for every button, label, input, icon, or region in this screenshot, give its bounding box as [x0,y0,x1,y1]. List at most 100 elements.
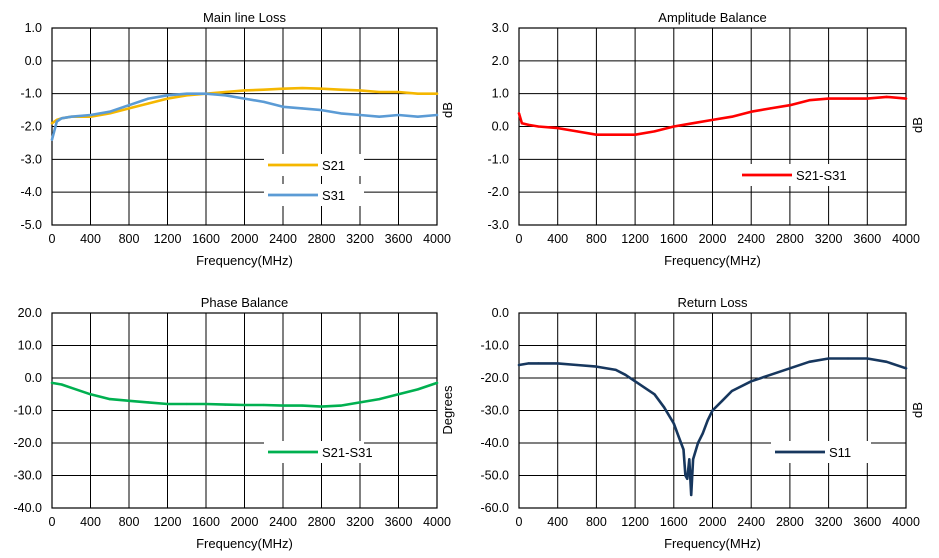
data-point [520,122,524,125]
data-point [397,113,400,117]
x-tick-label: 2800 [776,515,804,529]
data-point [224,90,227,94]
data-point [89,113,92,117]
data-point [204,92,208,95]
right-axis-label: Degrees [440,385,455,435]
data-point [147,97,150,100]
y-tick-label: 1.0 [25,21,42,35]
x-tick-label: 2800 [308,515,336,529]
data-point [517,363,521,367]
series-line-S21-S31 [50,381,439,408]
chart-2: Amplitude Balance 0 400 800 1200 1600 2000 2400… [487,10,925,268]
y-tick-label: 20.0 [18,306,42,320]
data-point [846,97,850,100]
data-point [827,357,830,360]
x-tick-label: 2000 [699,232,727,246]
data-point [672,422,675,425]
data-point [358,89,362,92]
x-tick-label: 800 [586,232,607,246]
data-point [281,404,285,407]
data-point [166,97,169,100]
y-tick-label: -40.0 [481,436,510,450]
x-tick-label: 800 [119,515,140,529]
data-point [108,398,111,401]
data-point [127,399,131,402]
data-point [358,113,362,117]
plot-border [51,27,438,226]
x-tick-label: 400 [80,232,101,246]
data-point [904,367,908,370]
data-point [706,419,709,422]
data-point [866,357,869,360]
data-point [281,105,285,108]
data-point [885,95,888,98]
y-tick-label: 2.0 [492,54,509,68]
x-tick-label: 2400 [269,515,297,529]
y-tick-label: -3.0 [20,152,42,166]
chart-title: Return Loss [677,295,748,310]
x-tick-label: 400 [547,515,568,529]
data-point [262,403,265,407]
data-point [70,115,73,118]
data-point [435,381,439,384]
data-point [70,386,73,389]
data-point [692,122,695,125]
y-tick-label: 3.0 [492,21,509,35]
data-point [224,94,227,97]
data-point [575,363,579,367]
x-tick-label: 2000 [231,232,259,246]
data-point [721,399,724,402]
y-tick-label: -10.0 [14,404,43,418]
data-point [595,133,598,136]
data-point [108,110,111,113]
data-point [575,130,579,133]
x-tick-label: 1200 [621,232,649,246]
x-axis-label: Frequency(MHz) [664,536,761,551]
data-point [537,362,540,365]
data-point [537,125,540,128]
data-point [556,127,559,130]
x-tick-label: 3600 [853,232,881,246]
data-point [788,367,792,370]
x-tick-label: 3200 [346,232,374,246]
data-point [750,110,753,113]
data-point [701,432,704,435]
data-point [690,493,693,497]
data-point [808,99,811,102]
data-point [320,109,323,112]
data-point [397,90,400,94]
y-tick-label: 0.0 [25,54,42,68]
y-tick-label: -50.0 [481,469,510,483]
data-point [89,393,92,396]
data-point [527,362,530,365]
data-point [677,435,680,438]
x-tick-label: 3200 [346,515,374,529]
data-point [750,380,753,383]
chart-title: Main line Loss [203,10,287,25]
legend-label: S21-S31 [796,168,847,183]
data-point [730,115,734,118]
y-tick-label: -30.0 [14,469,43,483]
chart-1: Main line Loss 0 400 800 1200 1600 2000 2400 280… [20,10,455,268]
y-tick-label: -30.0 [481,404,510,418]
data-point [60,117,63,120]
data-point [643,386,646,389]
data-point [204,402,208,406]
data-point [846,357,850,360]
data-point [634,380,637,383]
data-point [827,97,830,100]
data-point [556,362,559,365]
y-tick-label: -5.0 [20,218,42,232]
data-point [185,402,188,406]
data-point [262,88,265,91]
data-point [517,112,521,115]
y-tick-label: -1.0 [20,87,42,101]
data-point [769,107,772,110]
y-tick-label: 0.0 [492,306,509,320]
x-tick-label: 4000 [423,515,451,529]
data-point [339,88,342,91]
data-point [904,97,908,100]
data-point [416,92,419,95]
y-tick-label: -20.0 [14,436,43,450]
y-tick-label: -4.0 [20,185,42,199]
